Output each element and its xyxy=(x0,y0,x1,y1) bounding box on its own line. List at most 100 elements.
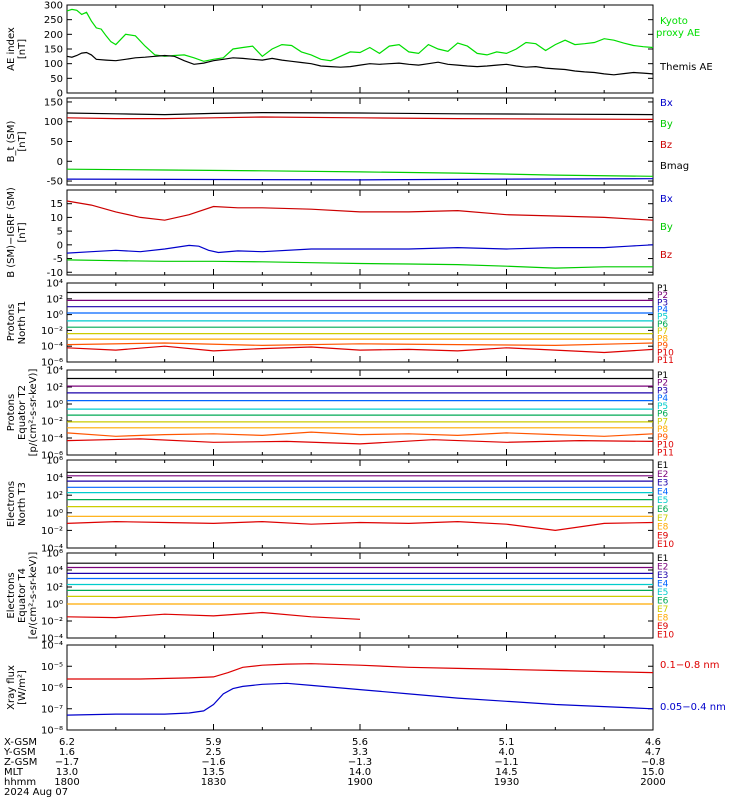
legend-entry: E3 xyxy=(657,571,668,581)
x-axis-row-label: X-GSM xyxy=(4,737,37,748)
legend-entry: E10 xyxy=(657,631,674,641)
legend-entry: E4 xyxy=(657,580,669,590)
y-axis-label: Protons xyxy=(6,394,17,431)
legend-entry: P6 xyxy=(657,320,668,330)
y-axis-label: North T3 xyxy=(17,482,28,526)
x-axis-value: 15.0 xyxy=(642,767,664,778)
legend-entry: P3 xyxy=(657,386,668,396)
legend-entry: P2 xyxy=(657,291,668,301)
y-tick-label: 5 xyxy=(57,227,63,238)
y-tick-label: 10⁰ xyxy=(46,400,63,411)
legend-entry: P8 xyxy=(657,334,668,344)
y-tick-label: 10⁻² xyxy=(41,326,63,337)
x-axis-row-label: Y-GSM xyxy=(3,747,36,758)
panel-7: 10⁻⁴ 10⁻² 10⁰ 10² 10⁴ 10⁶ Electrons Equator T4[… xyxy=(6,549,674,645)
y-axis-label: [W/m²] xyxy=(17,670,28,705)
y-tick-label: 10⁻⁴ xyxy=(41,544,63,555)
x-axis-value: 5.6 xyxy=(352,737,368,748)
y-tick-label: 10⁻⁴ xyxy=(41,641,63,652)
y-tick-label: 150 xyxy=(44,45,63,56)
legend-entry: P9 xyxy=(657,341,668,351)
x-axis-value: 2.5 xyxy=(206,747,222,758)
y-tick-label: 15 xyxy=(50,199,63,210)
y-tick-label: 10⁴ xyxy=(46,566,63,577)
series-line-e9 xyxy=(66,520,654,532)
y-tick-label: 10² xyxy=(46,491,63,502)
series-line-p10 xyxy=(66,345,654,354)
y-tick-label: 10⁻⁷ xyxy=(41,704,63,715)
series-line-p10 xyxy=(66,438,654,445)
y-tick-label: 10⁻² xyxy=(41,417,63,428)
legend-entry: P7 xyxy=(657,327,668,337)
y-axis-label: [nT] xyxy=(17,222,28,242)
y-tick-label: 250 xyxy=(44,15,63,26)
y-tick-label: 10⁻⁸ xyxy=(41,726,63,737)
y-axis-label: [e/(cm²-s-sr-keV)] xyxy=(28,552,39,640)
panel-5: 10⁻⁶ 10⁻⁴ 10⁻² 10⁰ 10² 10⁴ Protons Equator T2 [p… xyxy=(6,366,674,462)
legend-entry: E8 xyxy=(657,523,669,533)
panel-frame xyxy=(66,369,654,456)
panel-frame xyxy=(66,552,654,639)
x-axis-row-label: 2024 Aug 07 xyxy=(4,787,68,798)
y-tick-label: 10⁻⁴ xyxy=(41,342,63,353)
legend-entry: E2 xyxy=(657,470,668,480)
series-line-by xyxy=(66,168,654,177)
y-axis-label: B_t (SM) xyxy=(6,121,17,163)
y-axis-label: B (SM)−IGRF (SM) xyxy=(6,187,17,278)
y-tick-label: 50 xyxy=(50,74,63,85)
legend-entry: P3 xyxy=(657,298,668,308)
legend-entry: E6 xyxy=(657,597,669,607)
y-tick-label: 10⁴ xyxy=(46,473,63,484)
y-tick-label: 10⁻⁶ xyxy=(41,358,63,369)
y-axis-label: Xray flux xyxy=(6,665,17,710)
legend-entry: Themis AE xyxy=(659,62,713,73)
y-tick-label: 10⁰ xyxy=(46,310,63,321)
y-axis-label: [nT] xyxy=(17,39,28,59)
legend-entry: Bz xyxy=(660,250,672,261)
legend-entry: E7 xyxy=(657,514,668,524)
panel-frame xyxy=(66,644,654,731)
legend-entry: E8 xyxy=(657,614,669,624)
y-axis-label: AE index xyxy=(6,27,17,71)
y-tick-label: 10⁻⁶ xyxy=(41,451,63,462)
x-axis-value: 1830 xyxy=(201,777,226,788)
x-axis-value: 13.5 xyxy=(202,767,224,778)
y-tick-label: 10⁻⁶ xyxy=(41,683,63,694)
x-axis-row-label: hhmm xyxy=(4,777,36,788)
x-axis-value: 1.6 xyxy=(59,747,75,758)
y-tick-label: 50 xyxy=(50,137,63,148)
y-tick-label: 10⁻⁴ xyxy=(41,434,63,445)
y-axis-label: Equator T2 xyxy=(17,385,28,440)
legend-entry: P11 xyxy=(657,448,674,458)
series-line-themis-ae xyxy=(66,51,654,76)
panel-frame xyxy=(66,4,654,94)
y-tick-label: 200 xyxy=(44,30,63,41)
x-axis-value: −1.6 xyxy=(201,757,225,768)
x-axis-value: 3.3 xyxy=(352,747,368,758)
panel-2: -50 0 50 100 150 B_t (SM) [nT] xyxy=(6,97,654,188)
legend-entry: 0.1−0.8 nm xyxy=(660,660,719,671)
x-axis-value: 6.2 xyxy=(59,737,75,748)
y-axis-label: North T1 xyxy=(17,301,28,345)
series-line-by xyxy=(66,259,653,269)
y-axis-label: [p/(cm²-s-sr-keV)] xyxy=(28,369,39,457)
panel-1: 0 50 100 150 200 250 300 AE index [nT] xyxy=(6,1,654,100)
legend-entry: P5 xyxy=(657,402,668,412)
legend-entry: Bz xyxy=(660,140,672,151)
y-tick-label: 10⁻⁵ xyxy=(41,662,63,673)
y-tick-label: -5 xyxy=(53,254,63,265)
x-axis-value: −1.1 xyxy=(494,757,518,768)
y-tick-label: 10⁴ xyxy=(46,366,63,377)
series-line-0-1-0-8-nm xyxy=(67,663,654,680)
series-line-p9 xyxy=(66,431,654,437)
y-tick-label: -50 xyxy=(47,177,63,188)
legend-entry: P6 xyxy=(657,410,668,420)
y-tick-label: 0 xyxy=(57,89,63,100)
legend-entry: P2 xyxy=(657,379,668,389)
series-line-bx xyxy=(66,244,654,254)
x-axis-value: 1930 xyxy=(494,777,519,788)
series-line-bmag xyxy=(66,111,654,116)
legend-entry: P1 xyxy=(657,284,668,294)
